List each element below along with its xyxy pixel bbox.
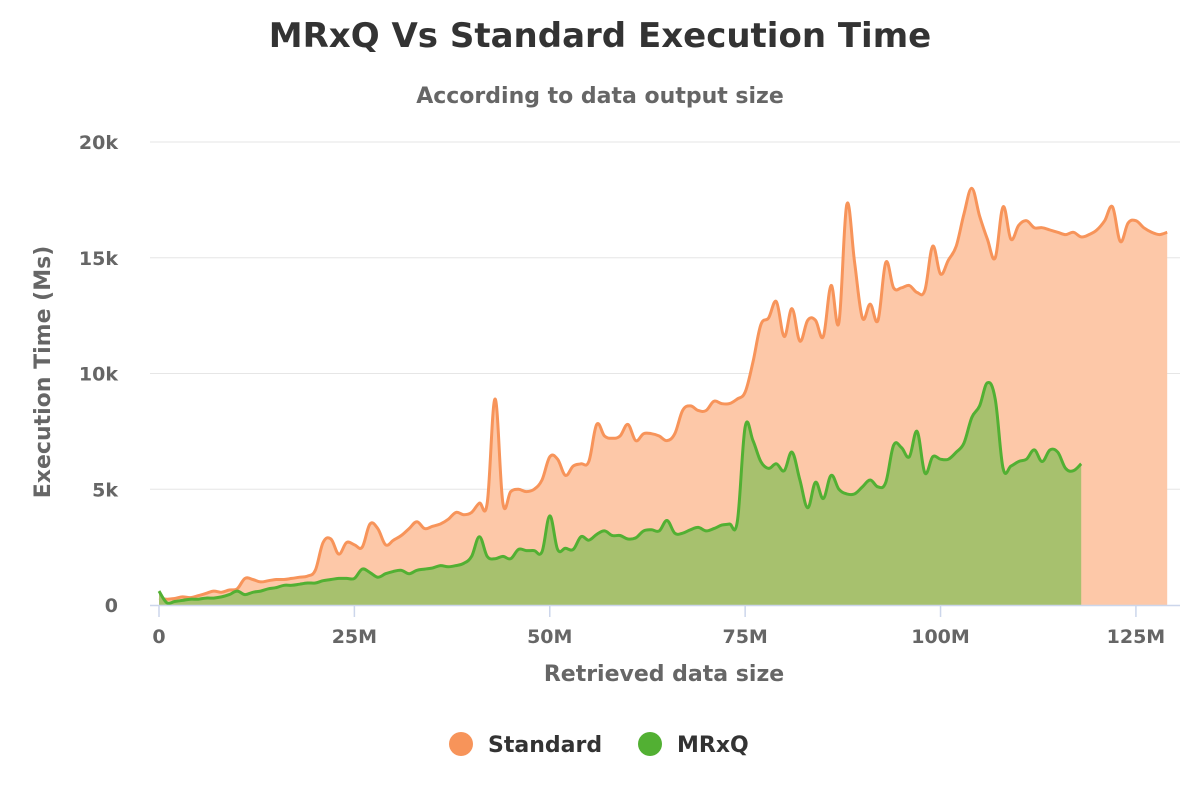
legend-marker xyxy=(449,732,473,756)
series-layer xyxy=(157,186,1168,605)
legend-label: Standard xyxy=(488,733,602,758)
y-tick-label: 15k xyxy=(79,248,118,270)
legend: Standard MRxQ xyxy=(449,732,749,758)
x-tick-label: 125M xyxy=(1107,626,1166,648)
legend-item-mrxq[interactable]: MRxQ xyxy=(638,732,749,758)
y-axis-title: Execution Time (Ms) xyxy=(31,246,56,498)
x-tick-label: 50M xyxy=(527,626,572,648)
x-axis: 0 25M 50M 75M 100M 125M xyxy=(150,604,1180,648)
x-tick-label: 100M xyxy=(911,626,970,648)
x-axis-title: Retrieved data size xyxy=(544,662,784,687)
y-tick-label: 10k xyxy=(79,364,118,386)
legend-label: MRxQ xyxy=(677,733,749,758)
x-tick-label: 25M xyxy=(332,626,377,648)
x-tick-label: 0 xyxy=(152,626,165,648)
series-line-standard[interactable] xyxy=(158,186,1168,601)
chart-title: MRxQ Vs Standard Execution Time xyxy=(269,16,931,56)
series-line-mrxq[interactable] xyxy=(157,380,1083,605)
y-tick-label: 20k xyxy=(79,132,118,154)
y-tick-label: 0 xyxy=(105,595,118,617)
y-axis-ticks: 0 5k 10k 15k 20k xyxy=(79,132,118,617)
legend-item-standard[interactable]: Standard xyxy=(449,732,602,758)
legend-marker xyxy=(638,732,662,756)
series-area-mrxq xyxy=(159,382,1082,605)
x-tick-label: 75M xyxy=(722,626,767,648)
y-tick-label: 5k xyxy=(92,479,118,501)
chart-subtitle: According to data output size xyxy=(416,84,784,109)
